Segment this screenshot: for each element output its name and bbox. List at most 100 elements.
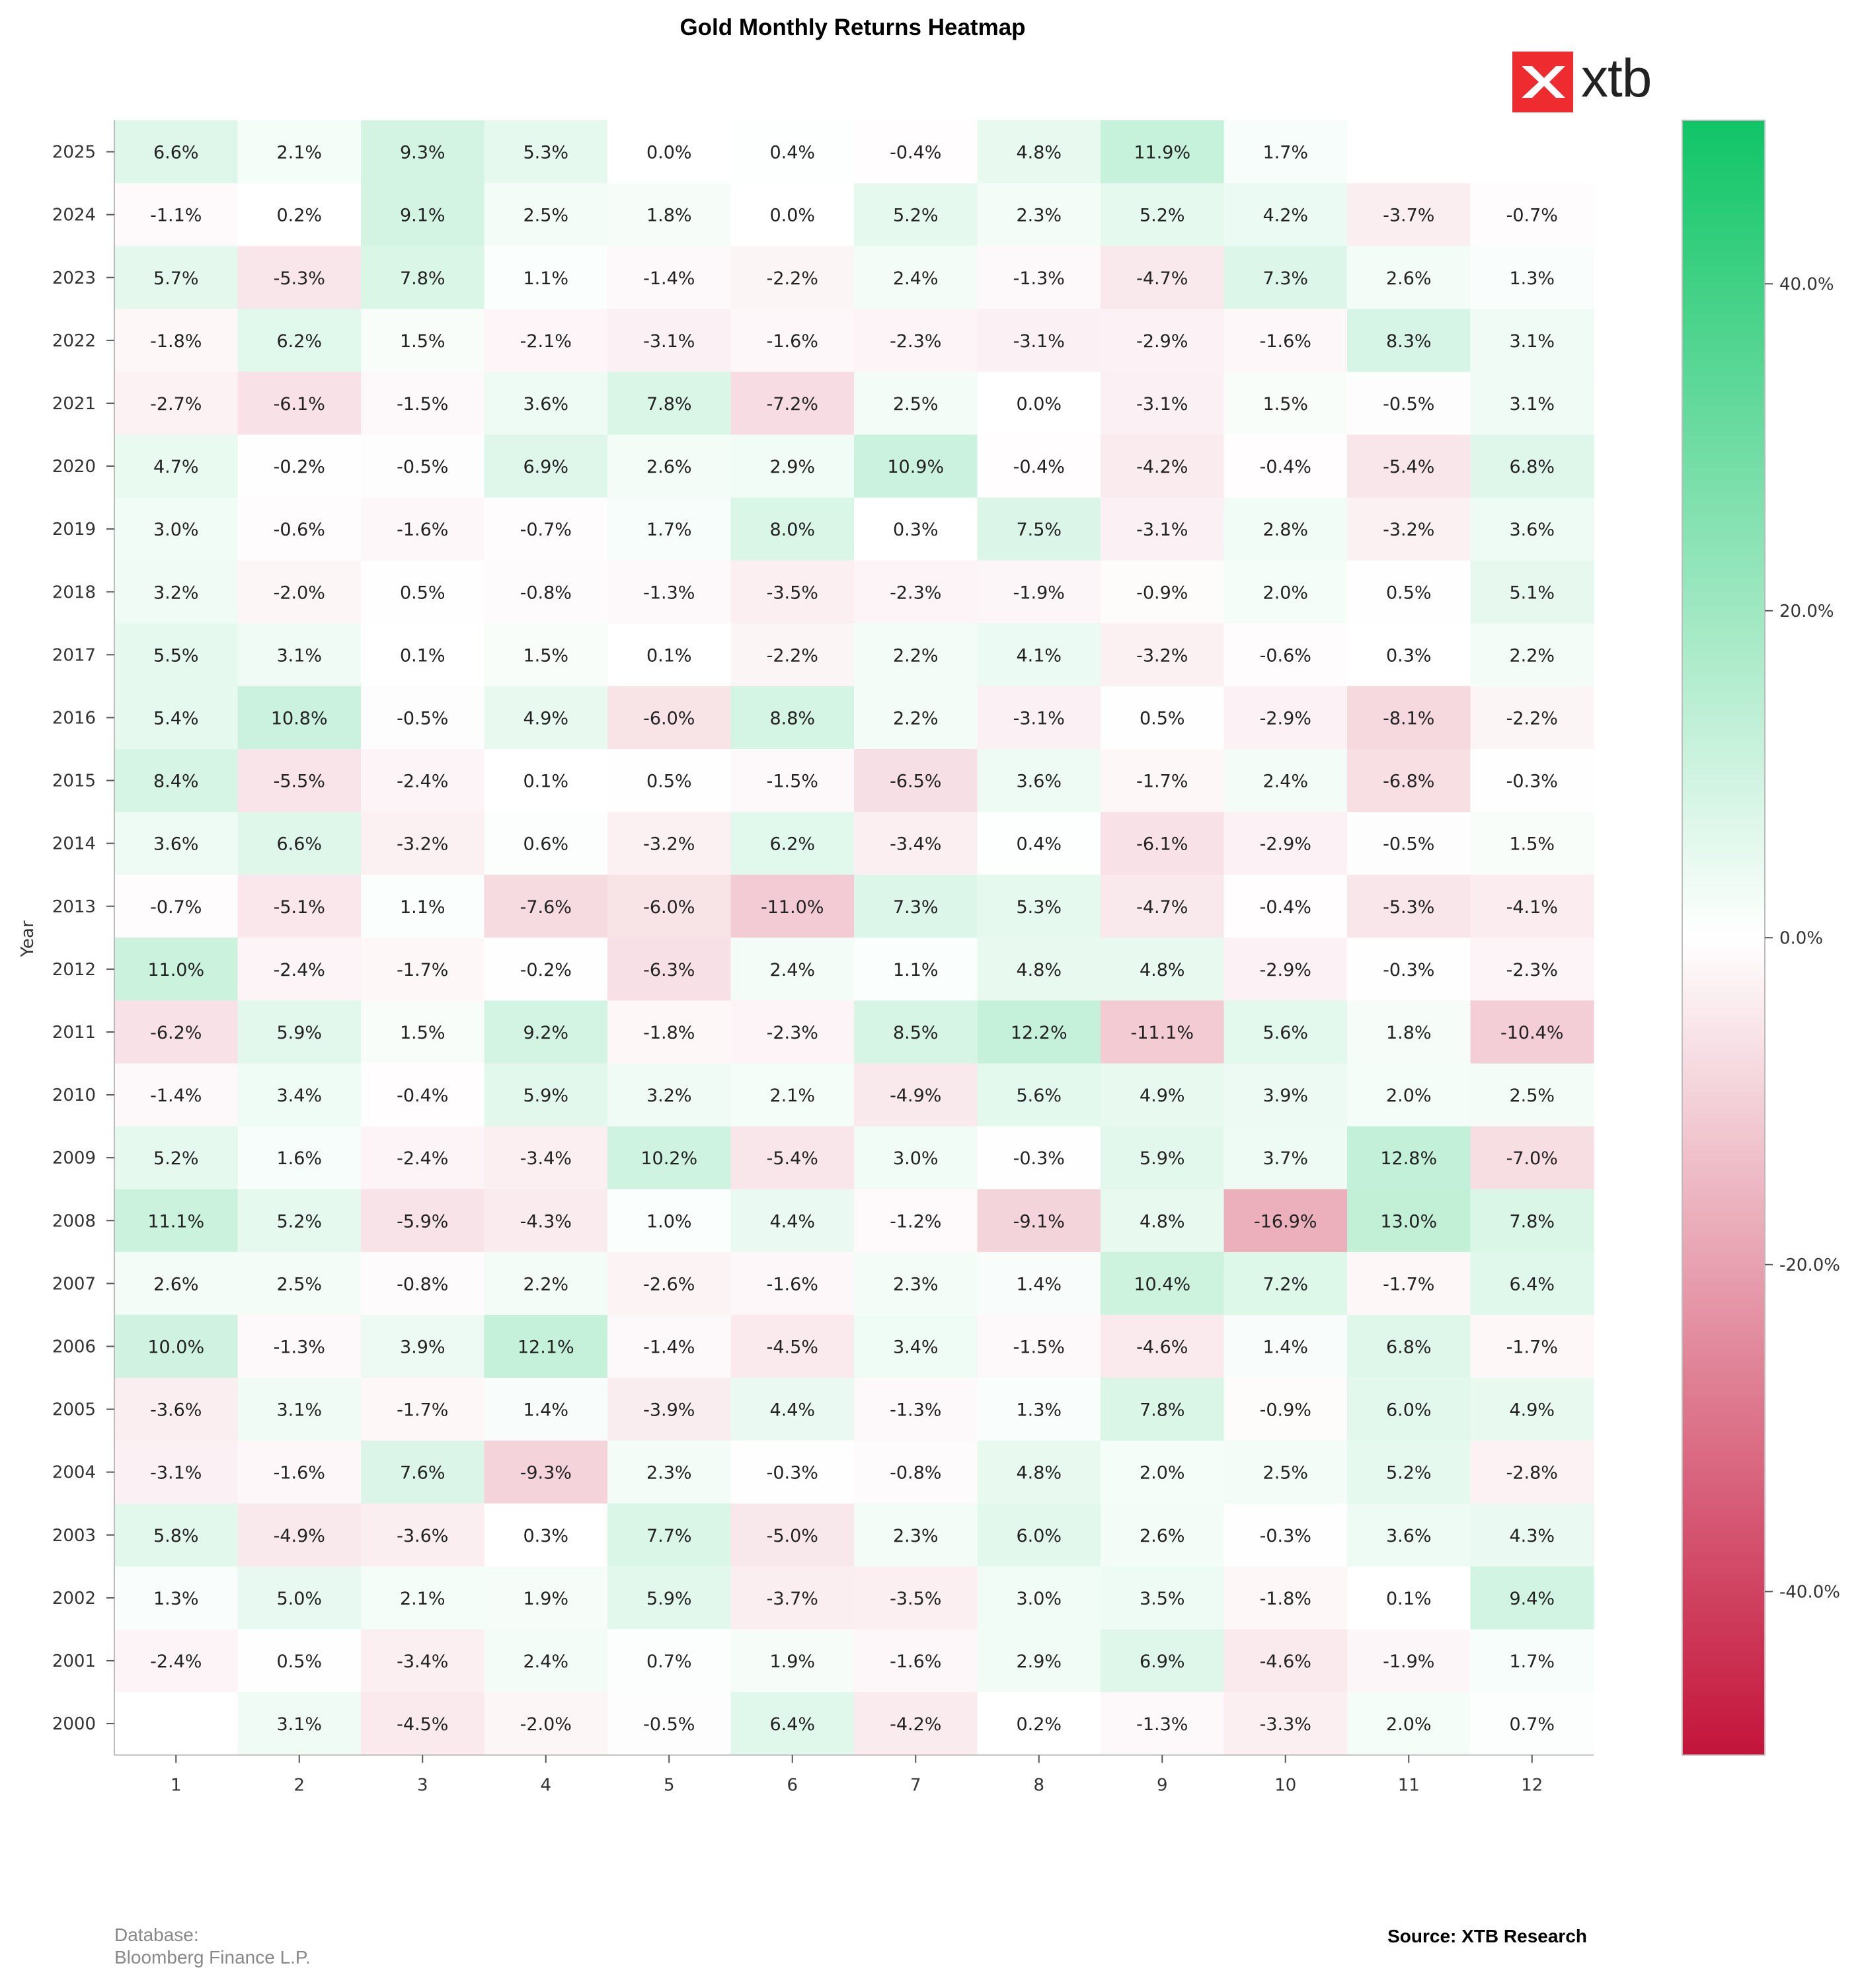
cell-value-label: 1.6% <box>276 1148 322 1169</box>
cell-value-label: -2.2% <box>1506 708 1558 729</box>
heatmap-cell <box>484 875 608 938</box>
heatmap-cell <box>484 1000 608 1064</box>
heatmap-cell <box>730 560 855 624</box>
heatmap-cell <box>114 183 239 247</box>
heatmap-cell <box>484 246 608 309</box>
x-tick-label: 9 <box>1157 1776 1168 1796</box>
cell-value-label: 3.9% <box>400 1337 446 1357</box>
cell-value-label: 1.5% <box>1262 394 1308 415</box>
heatmap-cell <box>854 1378 978 1441</box>
heatmap-cell <box>361 309 485 372</box>
heatmap-cell <box>237 1441 362 1504</box>
heatmap-cell <box>607 1629 732 1693</box>
cell-value-label: 8.5% <box>893 1023 939 1043</box>
cell-value-label: 0.0% <box>646 143 692 163</box>
heatmap-cell <box>854 246 978 309</box>
cell-value-label: -0.6% <box>274 520 325 540</box>
heatmap-cell <box>730 937 855 1001</box>
cell-value-label: 8.8% <box>769 708 815 729</box>
heatmap-cell <box>607 120 732 184</box>
cell-value-label: -2.3% <box>890 582 941 603</box>
heatmap-cell <box>1223 686 1348 750</box>
heatmap-cell <box>484 1629 608 1693</box>
heatmap-cell <box>977 434 1101 498</box>
heatmap-cell <box>977 1252 1101 1316</box>
heatmap-cell <box>977 246 1101 309</box>
y-tick-label: 2019 <box>52 520 96 539</box>
heatmap-cell <box>361 183 485 247</box>
cell-value-label: 3.5% <box>1140 1589 1185 1609</box>
heatmap-cell <box>1470 309 1594 372</box>
heatmap-cell <box>607 246 732 309</box>
heatmap-cell <box>607 560 732 624</box>
cell-value-label: 3.0% <box>893 1148 939 1169</box>
cell-value-label: 12.8% <box>1380 1148 1437 1169</box>
heatmap-cell <box>1101 120 1225 184</box>
cell-value-label: 5.1% <box>1509 582 1555 603</box>
cell-value-label: 8.0% <box>769 520 815 540</box>
cell-value-label: -6.3% <box>643 960 695 980</box>
heatmap-cell <box>361 434 485 498</box>
heatmap-cell <box>237 1126 362 1190</box>
heatmap-cell <box>730 1126 855 1190</box>
cell-value-label: 11.0% <box>147 960 204 980</box>
cell-value-label: -2.4% <box>397 1148 448 1169</box>
heatmap-cell <box>361 1692 485 1756</box>
x-tick-label: 2 <box>293 1776 305 1796</box>
colorbar-tick-label: 20.0% <box>1779 602 1834 621</box>
heatmap-cell <box>484 372 608 436</box>
heatmap-cell <box>977 497 1101 561</box>
chart-title: Gold Monthly Returns Heatmap <box>679 15 1026 40</box>
cell-value-label: 13.0% <box>1380 1211 1437 1232</box>
heatmap-cell <box>730 183 855 247</box>
y-tick-label: 2009 <box>52 1148 96 1168</box>
heatmap-cell <box>1470 1252 1594 1316</box>
cell-value-label: -0.8% <box>520 582 572 603</box>
heatmap-cell <box>977 560 1101 624</box>
heatmap-cell <box>977 1314 1101 1378</box>
database-label: Database: <box>114 1925 199 1945</box>
heatmap-cell <box>1101 875 1225 938</box>
cell-value-label: 8.4% <box>153 772 199 792</box>
y-tick-label: 2011 <box>52 1023 96 1043</box>
heatmap-cell <box>977 875 1101 938</box>
heatmap-cell <box>1347 1692 1471 1756</box>
heatmap-cell <box>361 1378 485 1441</box>
cell-value-label: -5.4% <box>1383 457 1434 477</box>
cell-value-label: -0.8% <box>890 1463 941 1484</box>
cell-value-label: 7.8% <box>1509 1211 1555 1232</box>
cell-value-label: -1.7% <box>1383 1274 1434 1294</box>
heatmap-cell <box>1470 1629 1594 1693</box>
heatmap-cell <box>730 1441 855 1504</box>
cell-value-label: -0.5% <box>1383 394 1434 415</box>
cell-value-label: 5.0% <box>276 1589 322 1609</box>
cell-value-label: -0.4% <box>1013 457 1065 477</box>
cell-value-label: -3.4% <box>520 1148 572 1169</box>
heatmap-cell <box>484 497 608 561</box>
cell-value-label: 3.1% <box>276 645 322 666</box>
cell-value-label: 0.0% <box>1016 394 1062 415</box>
cell-value-label: -6.1% <box>1136 834 1188 855</box>
cell-value-label: 6.6% <box>276 834 322 855</box>
cell-value-label: -2.3% <box>1506 960 1558 980</box>
cell-value-label: 2.0% <box>1386 1086 1432 1106</box>
cell-value-label: -2.4% <box>397 772 448 792</box>
cell-value-label: -1.6% <box>767 1274 818 1294</box>
cell-value-label: -3.7% <box>1383 206 1434 226</box>
heatmap-cell <box>1101 812 1225 875</box>
x-tick-label: 10 <box>1274 1776 1296 1796</box>
cell-value-label: 7.8% <box>400 268 446 289</box>
cell-value-label: -11.0% <box>761 897 824 918</box>
heatmap-cell <box>361 1441 485 1504</box>
cell-value-label: 7.3% <box>1262 268 1308 289</box>
cell-value-label: 2.0% <box>1262 582 1308 603</box>
cell-value-label: -0.9% <box>1136 582 1188 603</box>
heatmap-cell <box>114 937 239 1001</box>
y-tick-label: 2025 <box>52 143 96 163</box>
heatmap-cell <box>1223 309 1348 372</box>
cell-value-label: 1.9% <box>523 1589 568 1609</box>
heatmap-cell <box>237 246 362 309</box>
heatmap-cell <box>607 1314 732 1378</box>
heatmap-cell <box>1347 1252 1471 1316</box>
heatmap-cell <box>361 560 485 624</box>
